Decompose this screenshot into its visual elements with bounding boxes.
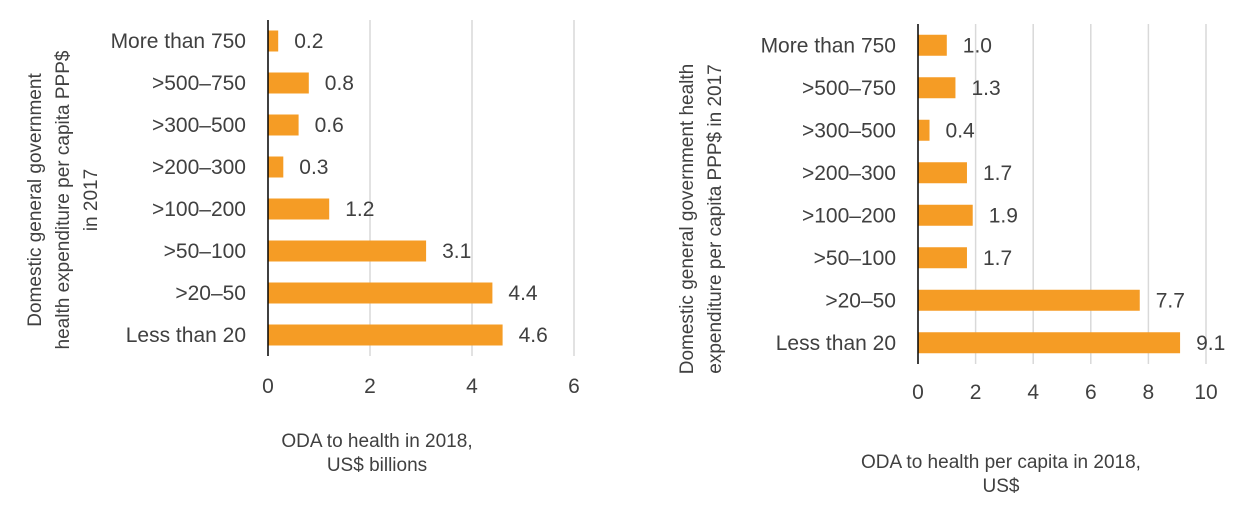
x-axis-title-line: US$ billions [327,455,427,476]
bar [918,290,1140,311]
category-label: >500–750 [802,77,896,100]
category-label: >20–50 [175,282,246,305]
x-tick-label: 4 [1027,381,1039,404]
x-tick-label: 2 [970,381,982,404]
category-label: Less than 20 [776,332,896,355]
category-label: >200–300 [152,156,246,179]
y-axis-title: Domestic general government health expend… [677,64,726,375]
bar [268,115,299,136]
x-axis-title: ODA to health in 2018, US$ billions [281,431,472,476]
category-label: >500–750 [152,72,246,95]
bar [918,247,967,268]
x-tick-label: 4 [466,375,478,398]
y-axis-title: Domestic general government health expend… [25,50,102,349]
data-label: 1.7 [983,247,1012,270]
chart-1: More than 750 0.2 >500–750 0.8 >300–500 0.6 >2… [25,20,580,476]
data-label: 0.6 [315,114,344,137]
data-label: 0.2 [294,30,323,53]
category-label: >300–500 [152,114,246,137]
category-label: More than 750 [111,30,246,53]
data-label: 0.4 [946,119,976,142]
x-tick-label: 6 [568,375,580,398]
x-tick-label: 8 [1143,381,1155,404]
category-label: >50–100 [164,240,246,263]
category-label: >20–50 [825,289,896,312]
bar [918,332,1180,353]
y-axis-title-line: health expenditure per capita PPP$ [53,50,74,349]
y-axis-title-line: in 2017 [81,169,102,231]
data-label: 0.8 [325,72,354,95]
x-tick-label: 0 [912,381,924,404]
x-tick-label: 0 [262,375,274,398]
y-axis-title-line: Domestic general government [25,73,46,327]
category-label: >100–200 [152,198,246,221]
bar [268,241,426,262]
category-label: >50–100 [814,247,896,270]
bar [918,162,967,183]
x-axis-title-line: US$ [983,476,1020,497]
data-label: 3.1 [442,240,471,263]
x-axis-title-line: ODA to health per capita in 2018, [861,452,1141,473]
x-tick-label: 6 [1085,381,1097,404]
y-axis-title-line: Domestic general government health [677,64,698,375]
category-label: Less than 20 [126,324,246,347]
y-axis-title-line: expenditure per capita PPP$ in 2017 [705,64,726,374]
category-label: >300–500 [802,119,896,142]
data-label: 1.9 [989,204,1018,227]
bar [268,283,492,304]
data-label: 9.1 [1196,332,1225,355]
data-label: 1.3 [971,77,1000,100]
bar [918,77,955,98]
data-label: 4.4 [508,282,538,305]
bar [268,157,283,178]
data-label: 1.7 [983,162,1012,185]
x-axis-title: ODA to health per capita in 2018, US$ [861,452,1141,497]
bar [918,205,973,226]
category-label: More than 750 [761,34,896,57]
data-label: 0.3 [299,156,328,179]
chart-2: More than 750 1.0 >500–750 1.3 >300–500 0.4 >2… [677,24,1225,497]
bar [268,31,278,52]
bar [268,325,503,346]
category-label: >100–200 [802,204,896,227]
x-tick-label: 2 [364,375,376,398]
bar [918,35,947,56]
bar [918,120,930,141]
category-label: >200–300 [802,162,896,185]
x-axis-title-line: ODA to health in 2018, [281,431,472,452]
data-label: 1.2 [345,198,374,221]
x-tick-label: 10 [1194,381,1217,404]
data-label: 4.6 [519,324,548,347]
bar [268,73,309,94]
bar [268,199,329,220]
data-label: 7.7 [1156,289,1185,312]
data-label: 1.0 [963,34,992,57]
